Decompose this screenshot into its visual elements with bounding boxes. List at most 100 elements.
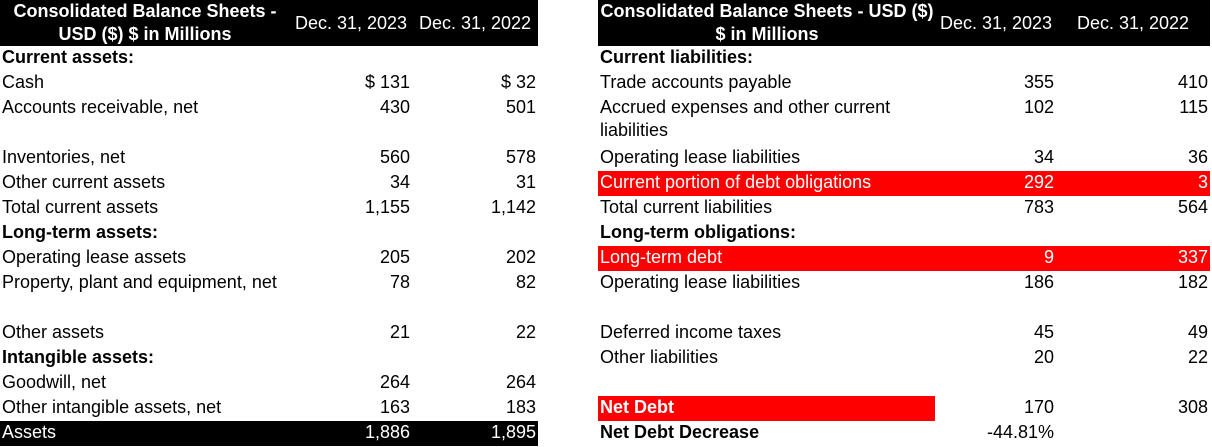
- value-2023: 264: [379, 372, 410, 392]
- row-label: Operating lease assets: [2, 247, 187, 267]
- value-2023: 560: [379, 147, 410, 167]
- row-label: Net Debt Decrease: [600, 422, 760, 442]
- value-2023: 20: [1033, 347, 1054, 367]
- liabilities-header-2023: Dec. 31, 2023: [936, 0, 1056, 46]
- row-label: Accounts receivable, net: [2, 97, 199, 117]
- assets-header-2023: Dec. 31, 2023: [290, 0, 412, 46]
- table-row: Other current assets 34 31: [0, 171, 538, 196]
- value-2023: 430: [379, 97, 410, 117]
- table-row: Accounts receivable, net 430 501: [0, 96, 538, 146]
- value-2022: 115: [1179, 97, 1208, 117]
- table-row: Goodwill, net 264 264: [0, 371, 538, 396]
- section-label: Long-term obligations:: [600, 222, 796, 242]
- row-label: Other current assets: [2, 172, 166, 192]
- highlighted-row: Current portion of debt obligations 292 …: [598, 171, 1210, 196]
- value-2023: 186: [1023, 272, 1054, 292]
- row-label: Other liabilities: [600, 347, 719, 367]
- table-row: Inventories, net 560 578: [0, 146, 538, 171]
- table-row: Deferred income taxes 45 49: [598, 321, 1210, 346]
- table-row: Operating lease liabilities 34 36: [598, 146, 1210, 171]
- row-label: Accrued expenses and other current liabi…: [600, 97, 891, 140]
- row-label: Other intangible assets, net: [2, 397, 222, 417]
- net-debt-row: Net Debt 170 308: [598, 396, 1210, 421]
- value-2023: 1,155: [364, 197, 410, 217]
- table-row: Other intangible assets, net 163 183: [0, 396, 538, 421]
- row-label: Deferred income taxes: [600, 322, 782, 342]
- value-2023: 78: [389, 272, 410, 292]
- value-2022: 202: [505, 247, 536, 267]
- assets-header-2022: Dec. 31, 2022: [412, 0, 538, 46]
- table-row: Total current assets 1,155 1,142: [0, 196, 538, 221]
- value-2022: 501: [505, 97, 536, 117]
- liabilities-table: Consolidated Balance Sheets - USD ($) $ …: [598, 0, 1210, 446]
- row-label: Goodwill, net: [2, 372, 107, 392]
- row-label: Cash: [2, 72, 45, 92]
- value-2022: 1,142: [490, 197, 536, 217]
- row-label: Long-term debt: [598, 246, 936, 271]
- value-2023: 45: [1033, 322, 1054, 342]
- value-2022: 337: [1056, 246, 1210, 271]
- value-2022: 31: [515, 172, 536, 192]
- value-2022: 22: [515, 322, 536, 342]
- value-2022: 264: [505, 372, 536, 392]
- value-2023: 102: [1023, 97, 1054, 117]
- table-row: Operating lease assets 205 202: [0, 246, 538, 271]
- liabilities-header-2022: Dec. 31, 2022: [1056, 0, 1210, 46]
- row-label: Current portion of debt obligations: [598, 171, 936, 196]
- value-2023: 9: [936, 246, 1056, 271]
- total-row: Assets 1,886 1,895: [0, 421, 538, 446]
- value-2022: 308: [1177, 397, 1208, 417]
- value-2022: 36: [1187, 147, 1208, 167]
- table-row: Other assets 21 22: [0, 321, 538, 346]
- table-row: Current assets:: [0, 46, 538, 71]
- table-row: Property, plant and equipment, net 78 82: [0, 271, 538, 321]
- row-label: Net Debt: [598, 396, 936, 421]
- value-2022: $ 32: [500, 72, 536, 92]
- row-label: Inventories, net: [2, 147, 126, 167]
- value-2022: 564: [1177, 197, 1208, 217]
- liabilities-header-title: Consolidated Balance Sheets - USD ($) $ …: [598, 0, 936, 46]
- value-2022: 1,895: [412, 421, 538, 446]
- table-row: Other liabilities 20 22: [598, 346, 1210, 396]
- value-2023: 783: [1023, 197, 1054, 217]
- table-row: Total current liabilities 783 564: [598, 196, 1210, 221]
- section-label: Current liabilities:: [600, 47, 754, 67]
- row-label: Property, plant and equipment, net: [2, 272, 277, 292]
- row-label: Operating lease liabilities: [600, 147, 801, 167]
- row-label: Other assets: [2, 322, 105, 342]
- table-row: Operating lease liabilities 186 182: [598, 271, 1210, 321]
- table-row: Long-term assets:: [0, 221, 538, 246]
- row-label: Trade accounts payable: [600, 72, 792, 92]
- value-2023: 163: [379, 397, 410, 417]
- value-2023: 355: [1023, 72, 1054, 92]
- highlighted-row: Long-term debt 9 337: [598, 246, 1210, 271]
- value-2022: 578: [505, 147, 536, 167]
- net-debt-decrease-row: Net Debt Decrease -44.81%: [598, 421, 1210, 446]
- value-2022: 22: [1187, 347, 1208, 367]
- table-row: Long-term obligations:: [598, 221, 1210, 246]
- value-2022: 82: [515, 272, 536, 292]
- value-2022: 410: [1177, 72, 1208, 92]
- value-2023: 1,886: [290, 421, 412, 446]
- value-2022: 182: [1177, 272, 1208, 292]
- section-label: Long-term assets:: [2, 222, 159, 242]
- value-2023: 170: [1023, 397, 1054, 417]
- row-label: Assets: [0, 421, 290, 446]
- value-2022: [1056, 421, 1210, 446]
- value-2023: 205: [379, 247, 410, 267]
- assets-table: Consolidated Balance Sheets - USD ($) $ …: [0, 0, 538, 446]
- table-row: Cash $ 131 $ 32: [0, 71, 538, 96]
- table-row: Intangible assets:: [0, 346, 538, 371]
- value-2023: 34: [1033, 147, 1054, 167]
- value-2022: 49: [1187, 322, 1208, 342]
- value-2023: 21: [389, 322, 410, 342]
- value-2022: 183: [505, 397, 536, 417]
- section-label: Current assets:: [2, 47, 135, 67]
- net-debt-label: Net Debt: [598, 396, 935, 421]
- value-2022: 3: [1056, 171, 1210, 196]
- assets-header-title: Consolidated Balance Sheets - USD ($) $ …: [0, 0, 290, 46]
- value-2023: 34: [389, 172, 410, 192]
- row-label: Operating lease liabilities: [600, 272, 801, 292]
- table-row: Current liabilities:: [598, 46, 1210, 71]
- value-2023: $ 131: [364, 72, 410, 92]
